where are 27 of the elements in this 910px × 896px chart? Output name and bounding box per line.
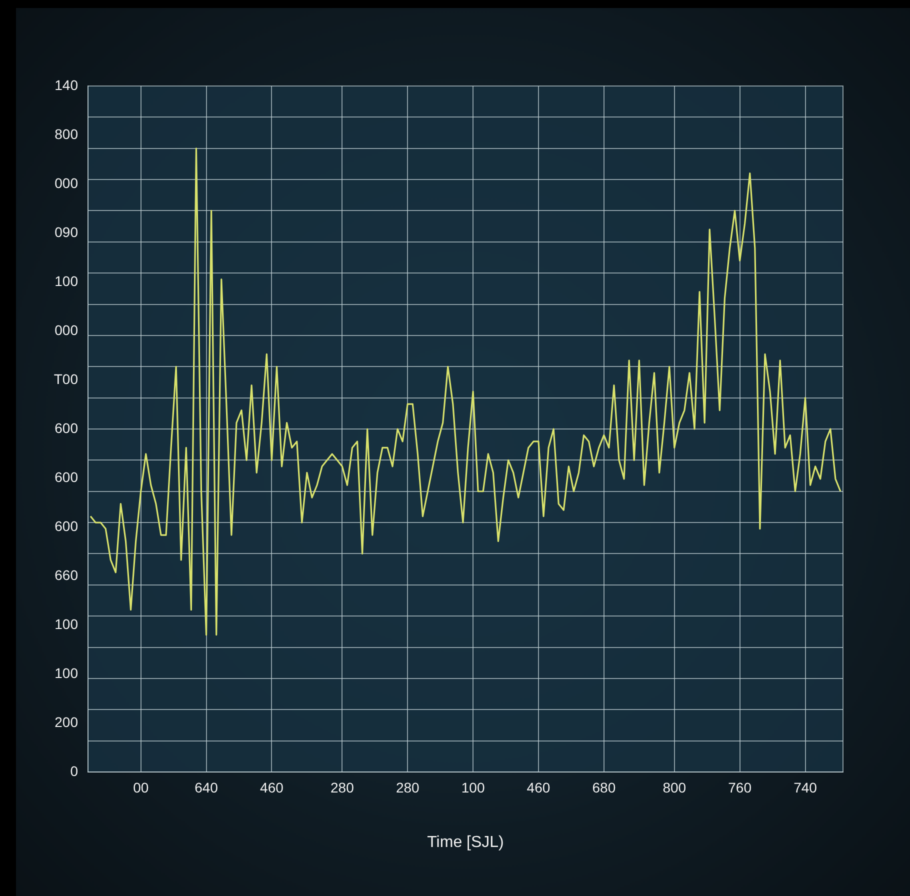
text: 100 bbox=[54, 272, 78, 289]
text: T00 bbox=[54, 370, 78, 387]
text: 000 bbox=[54, 174, 78, 191]
x-axis-title: Time [SJL) bbox=[427, 834, 504, 851]
x-tick-label: 740 bbox=[794, 779, 818, 796]
text: 800 bbox=[54, 126, 78, 142]
text: 200 bbox=[54, 714, 78, 730]
x-tick-label: 800 bbox=[662, 779, 686, 796]
text: 100 bbox=[54, 664, 78, 681]
x-tick-label: 460 bbox=[260, 779, 284, 796]
text: 600 bbox=[54, 518, 78, 534]
x-tick-label: 280 bbox=[396, 779, 420, 796]
x-tick-label: 640 bbox=[194, 779, 218, 796]
text: 600 bbox=[54, 420, 78, 436]
x-tick-label: 00 bbox=[133, 779, 149, 796]
x-tick-label: 760 bbox=[728, 779, 752, 796]
x-tick-label: 280 bbox=[330, 779, 354, 796]
text: 100 bbox=[54, 616, 78, 632]
text: 600 bbox=[54, 468, 78, 485]
x-tick-label: 100 bbox=[461, 779, 485, 796]
text: 0 bbox=[70, 762, 78, 779]
text: 660 bbox=[54, 566, 78, 583]
x-tick-label: 460 bbox=[526, 779, 550, 796]
text: 090 bbox=[54, 224, 78, 240]
text: 000 bbox=[54, 322, 78, 338]
text: 140 bbox=[54, 76, 78, 93]
x-tick-label: 680 bbox=[592, 779, 616, 796]
